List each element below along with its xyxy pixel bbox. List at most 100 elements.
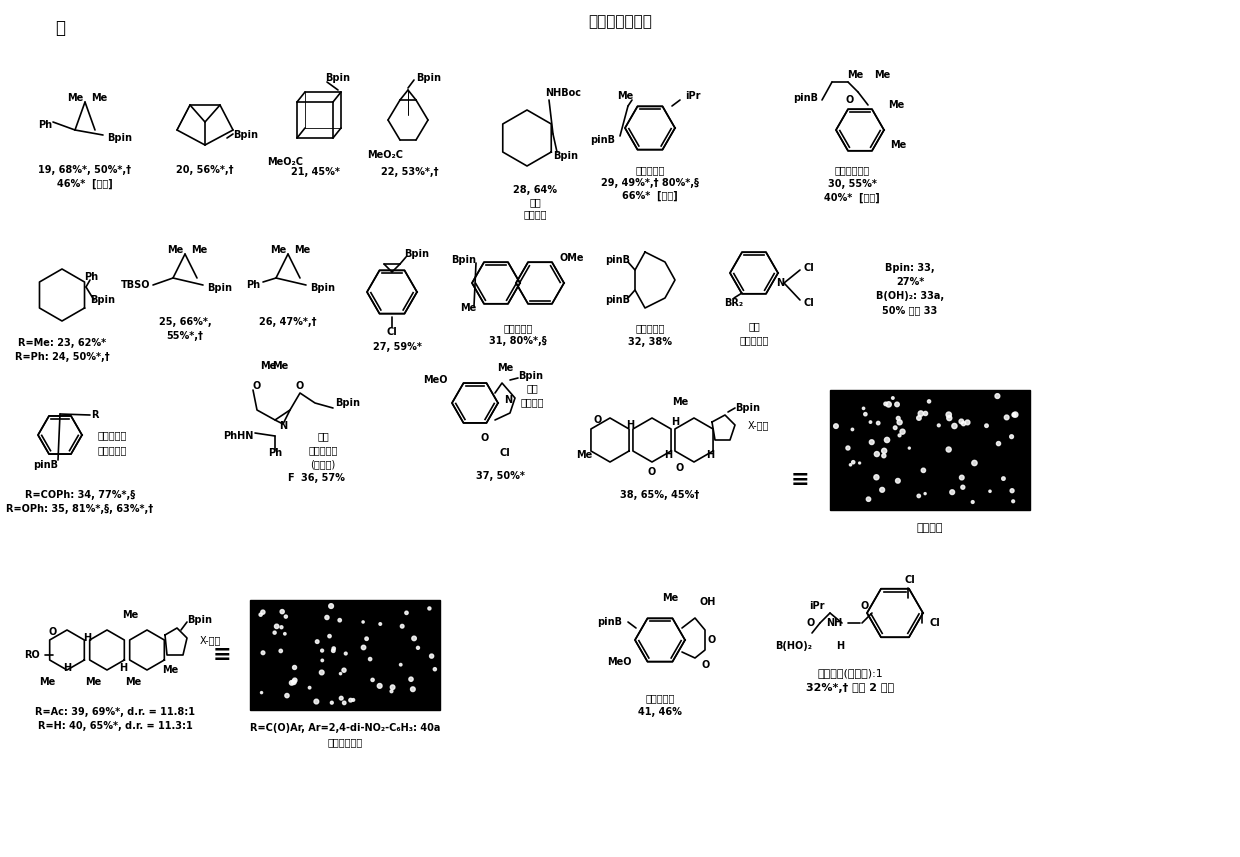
Point — [867, 447, 887, 461]
Text: R=COPh: 34, 77%*,§: R=COPh: 34, 77%*,§ — [25, 490, 135, 500]
Text: Me: Me — [38, 677, 55, 687]
Text: Cl: Cl — [930, 618, 941, 628]
Text: Ph: Ph — [268, 448, 281, 458]
Point — [341, 693, 361, 707]
Point — [253, 646, 273, 660]
Point — [277, 609, 296, 623]
Text: Me: Me — [575, 450, 591, 460]
Point — [838, 441, 858, 455]
Text: H: H — [671, 417, 680, 427]
Text: Me: Me — [672, 397, 688, 407]
Text: B(HO)₂: B(HO)₂ — [775, 641, 812, 651]
Text: Ph: Ph — [246, 280, 260, 290]
Text: 55%*,†: 55%*,† — [166, 331, 203, 341]
Text: 来自: 来自 — [317, 431, 329, 441]
Text: Cl: Cl — [905, 575, 915, 585]
Text: pinB: pinB — [605, 295, 630, 305]
Text: Me: Me — [874, 70, 890, 80]
Text: 苯丁酸氮芥: 苯丁酸氮芥 — [739, 335, 769, 345]
Text: 36, 57%: 36, 57% — [301, 473, 345, 483]
Point — [1003, 494, 1023, 508]
Text: Bpin: Bpin — [735, 403, 760, 413]
Text: Me: Me — [167, 245, 184, 255]
Text: Me: Me — [890, 140, 906, 150]
Text: R=Me: 23, 62%*: R=Me: 23, 62%* — [17, 338, 107, 348]
Text: Me: Me — [260, 361, 277, 371]
Point — [343, 693, 363, 707]
Point — [285, 661, 305, 674]
Text: 艾沙佐米(尼拉罗):1: 艾沙佐米(尼拉罗):1 — [817, 668, 883, 678]
Point — [334, 663, 353, 677]
Text: 和非诺洛芬: 和非诺洛芬 — [98, 445, 128, 455]
Point — [322, 696, 342, 710]
Point — [300, 680, 320, 694]
Point — [321, 599, 341, 613]
Point — [312, 654, 332, 668]
Text: Bpin: Bpin — [107, 133, 131, 143]
Text: 加巴喷丁: 加巴喷丁 — [523, 209, 547, 219]
Text: Me: Me — [191, 245, 207, 255]
Text: 22, 53%*,†: 22, 53%*,† — [381, 167, 439, 177]
Text: Bpin: Bpin — [310, 283, 335, 293]
Text: pinB: pinB — [590, 135, 615, 145]
Text: H: H — [626, 420, 634, 430]
Point — [914, 464, 934, 477]
Text: Bpin: Bpin — [404, 249, 429, 259]
Text: H: H — [663, 450, 672, 460]
Point — [360, 652, 379, 666]
Text: OMe: OMe — [560, 253, 584, 263]
Text: Me: Me — [162, 665, 179, 675]
Text: Bpin: Bpin — [207, 283, 232, 293]
Point — [267, 620, 286, 633]
Text: Me: Me — [888, 100, 904, 110]
Point — [273, 605, 293, 619]
Point — [397, 606, 417, 620]
Point — [868, 417, 888, 430]
Text: Bpin: Bpin — [518, 371, 543, 381]
Point — [965, 456, 985, 470]
Text: B(OH)₂: 33a,: B(OH)₂: 33a, — [875, 291, 944, 301]
Point — [862, 435, 882, 449]
Text: MeO: MeO — [608, 657, 632, 667]
Text: Bpin: Bpin — [325, 73, 350, 83]
Text: Cl: Cl — [804, 298, 815, 308]
Point — [284, 675, 304, 689]
Point — [311, 666, 331, 680]
Text: 来自酮洛芬: 来自酮洛芬 — [98, 430, 128, 440]
Point — [940, 411, 960, 425]
Point — [1004, 408, 1024, 422]
Point — [997, 411, 1017, 424]
Text: Me: Me — [616, 91, 634, 101]
Text: O: O — [846, 95, 854, 105]
Point — [942, 485, 962, 499]
Text: Bpin: Bpin — [91, 295, 115, 305]
Text: 20, 56%*,†: 20, 56%*,† — [176, 165, 234, 175]
Text: 50% 来自 33: 50% 来自 33 — [883, 305, 937, 315]
Text: 32, 38%: 32, 38% — [627, 337, 672, 347]
Point — [980, 484, 999, 498]
Point — [875, 397, 895, 411]
Point — [849, 456, 869, 470]
Point — [915, 487, 935, 500]
Text: O: O — [708, 635, 717, 645]
Point — [392, 620, 412, 633]
Text: pinB: pinB — [33, 460, 58, 470]
Text: 31, 80%*,§: 31, 80%*,§ — [489, 336, 547, 346]
Point — [874, 444, 894, 458]
Text: MeO: MeO — [424, 375, 448, 385]
Point — [879, 398, 899, 411]
Text: Bpin: Bpin — [233, 130, 258, 140]
Text: Cl: Cl — [387, 327, 397, 337]
Text: 来自甘草次酸: 来自甘草次酸 — [327, 737, 362, 747]
Text: 27, 59%*: 27, 59%* — [372, 342, 422, 352]
Text: PhHN: PhHN — [223, 431, 253, 441]
Text: 26, 47%*,†: 26, 47%*,† — [259, 317, 316, 327]
Point — [272, 620, 291, 634]
Text: iPr: iPr — [684, 91, 701, 101]
Point — [883, 391, 903, 405]
Point — [861, 416, 880, 429]
Text: 来自: 来自 — [748, 321, 760, 331]
Text: Bpin: Bpin — [415, 73, 441, 83]
Text: 38, 65%, 45%†: 38, 65%, 45%† — [620, 490, 699, 500]
Point — [362, 673, 382, 686]
